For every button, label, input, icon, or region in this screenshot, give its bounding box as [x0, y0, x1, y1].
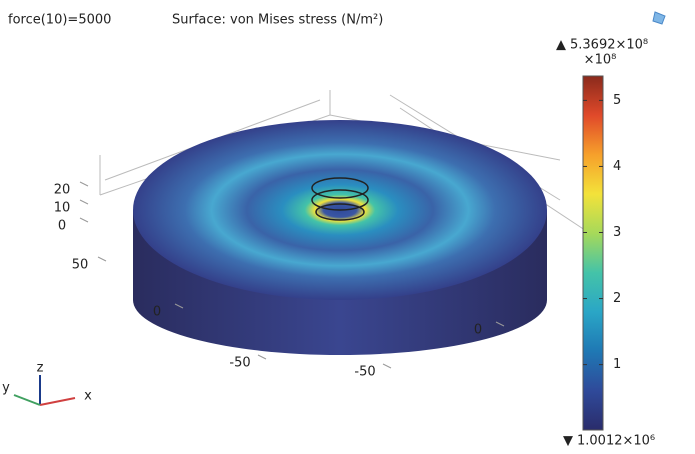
disk: [133, 120, 547, 355]
triad: [14, 375, 75, 405]
subtitle: Surface: von Mises stress (N/m²): [172, 13, 383, 28]
y-tick-label: 50: [72, 258, 89, 273]
y-tick-label: -50: [354, 365, 375, 380]
chart: force(10)=5000 Surface: von Mises stress…: [0, 0, 695, 450]
colorbar-tick-label: 3: [613, 225, 621, 240]
colorbar-tick-label: 1: [613, 357, 621, 372]
z-tick: [80, 218, 88, 222]
max-marker: ▲: [556, 38, 566, 53]
colorbar-tick-label: 4: [613, 159, 621, 174]
colorbar: [583, 76, 603, 430]
z-tick-label: 10: [54, 201, 71, 216]
y-tick: [98, 257, 106, 261]
z-tick-label: 0: [58, 219, 66, 234]
axis-name: x: [84, 389, 92, 404]
axis-name: y: [2, 381, 10, 396]
y-tick: [383, 364, 391, 368]
max-label: 5.3692×10⁸: [570, 38, 648, 53]
z-tick: [80, 200, 88, 204]
colorbar-unit: ×10⁸: [584, 53, 617, 68]
view-icon: [653, 12, 665, 24]
y-arrow: [14, 395, 40, 405]
colorbar-tick-label: 5: [613, 93, 621, 108]
x-arrow: [40, 398, 75, 405]
page: force(10)=5000 Surface: von Mises stress…: [0, 0, 695, 454]
x-tick: [258, 355, 266, 359]
min-label: 1.0012×10⁶: [577, 434, 655, 449]
z-tick-label: 20: [54, 183, 71, 198]
title: force(10)=5000: [8, 13, 111, 28]
x-tick-label: -50: [229, 356, 250, 371]
axis-name: z: [37, 361, 44, 376]
z-tick: [80, 182, 88, 186]
colorbar-tick-label: 2: [613, 291, 621, 306]
y-tick-label: 0: [153, 305, 161, 320]
x-tick-label: 0: [474, 323, 482, 338]
min-marker: ▼: [563, 434, 573, 449]
